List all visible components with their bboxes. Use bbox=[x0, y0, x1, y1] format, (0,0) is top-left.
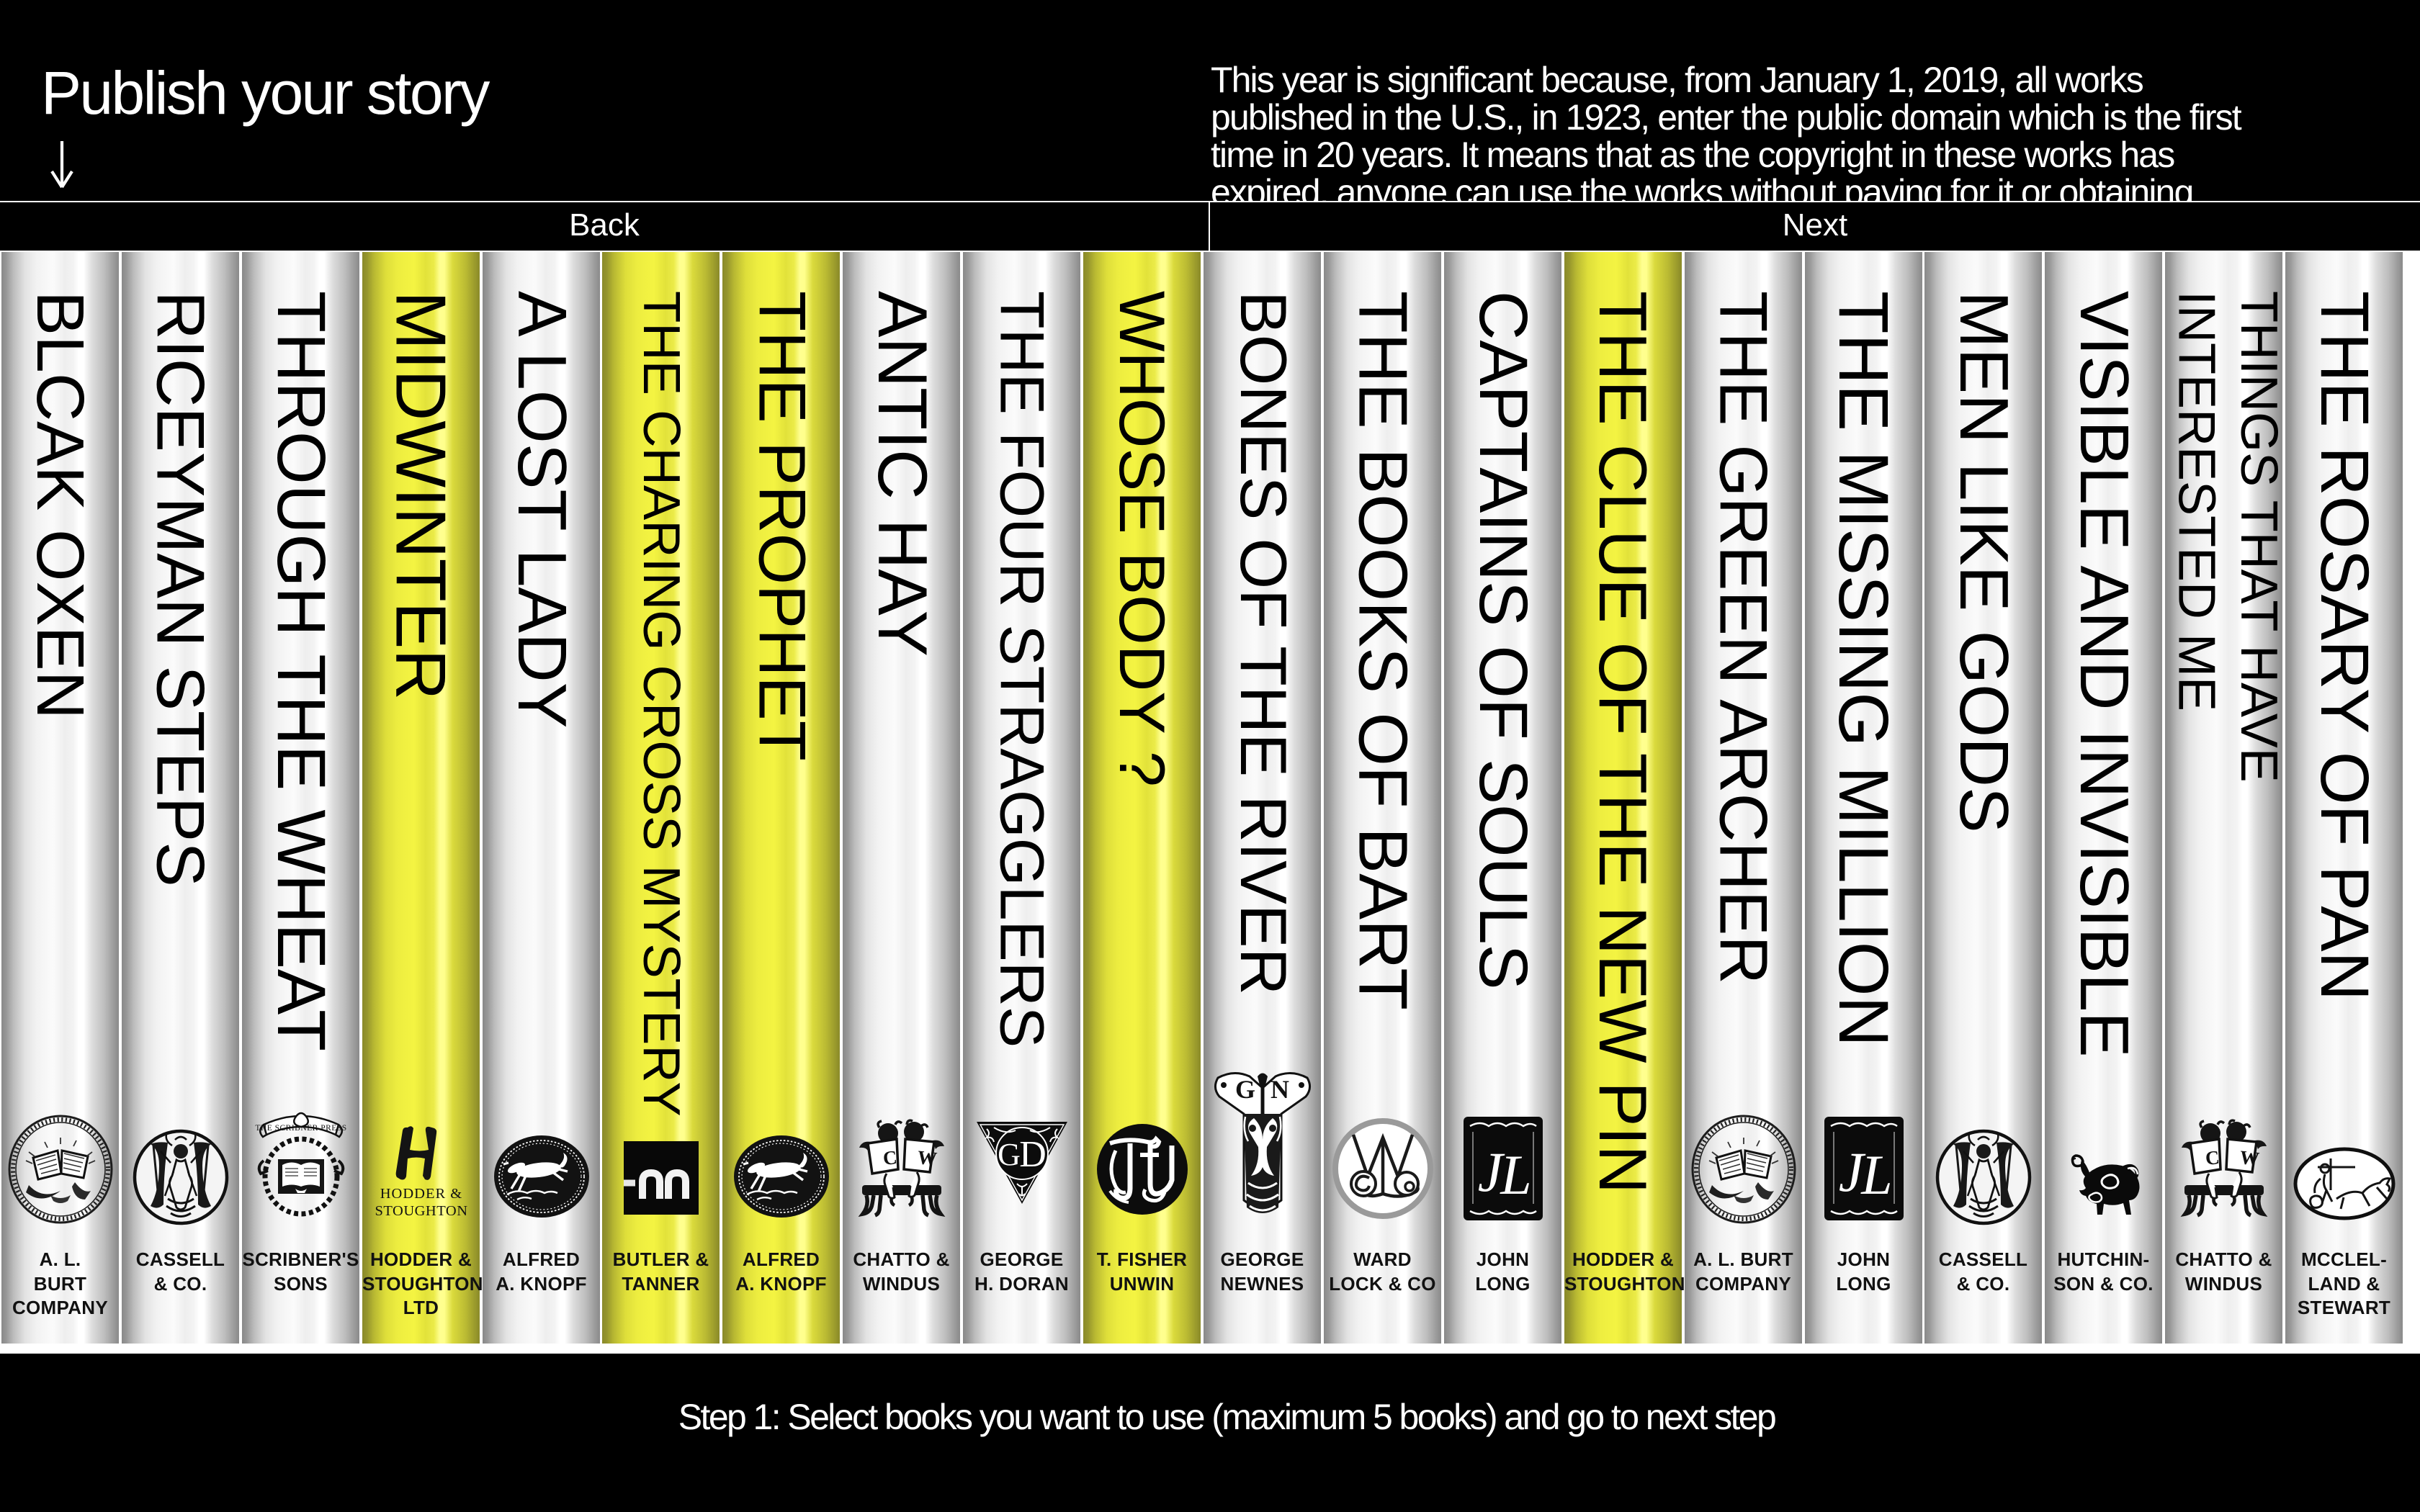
svg-text:J: J bbox=[1477, 1140, 1505, 1203]
svg-text:HODDER &: HODDER & bbox=[380, 1186, 462, 1202]
svg-text:C: C bbox=[882, 1146, 898, 1169]
svg-text:G: G bbox=[998, 1137, 1021, 1172]
svg-text:L: L bbox=[1500, 1143, 1531, 1206]
svg-text:W: W bbox=[2238, 1146, 2260, 1170]
svg-text:W: W bbox=[916, 1146, 938, 1170]
svg-text:C: C bbox=[2204, 1146, 2220, 1169]
svg-text:J: J bbox=[1838, 1140, 1865, 1203]
svg-text:THE SCRIBNER PRESS: THE SCRIBNER PRESS bbox=[255, 1124, 346, 1133]
svg-text:N: N bbox=[1270, 1075, 1289, 1104]
svg-text:D: D bbox=[1019, 1134, 1047, 1175]
svg-text:G: G bbox=[1234, 1075, 1255, 1104]
svg-text:L: L bbox=[1860, 1143, 1892, 1206]
svg-text:STOUGHTON: STOUGHTON bbox=[375, 1203, 467, 1219]
